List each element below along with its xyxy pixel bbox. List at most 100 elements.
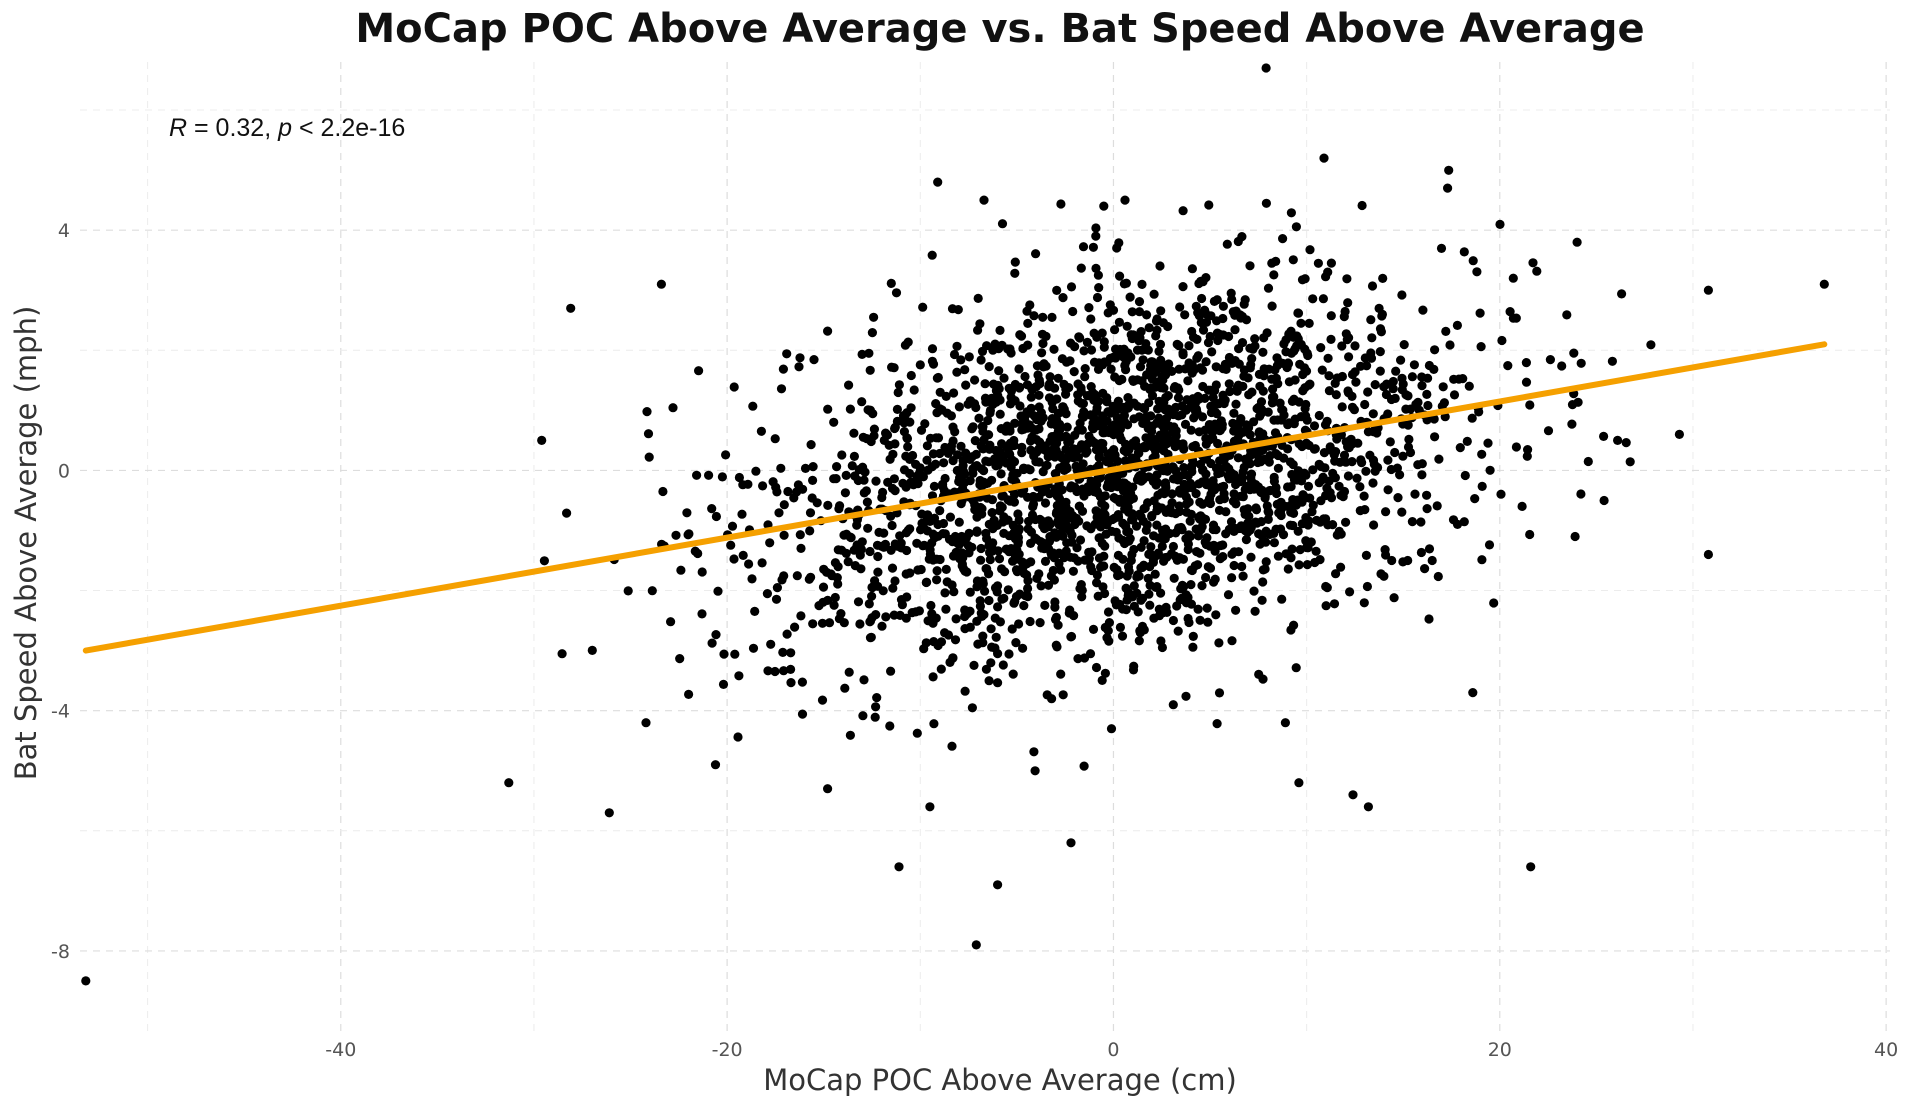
- scatter-point: [1073, 556, 1083, 566]
- scatter-point: [933, 177, 943, 187]
- scatter-point: [1102, 396, 1112, 406]
- scatter-point: [908, 450, 918, 461]
- scatter-point: [869, 424, 880, 434]
- scatter-point: [1249, 586, 1259, 596]
- scatter-point: [1205, 331, 1215, 342]
- scatter-point: [1171, 441, 1181, 451]
- scatter-point: [940, 588, 950, 598]
- scatter-point: [1377, 311, 1387, 321]
- scatter-point: [1084, 485, 1094, 495]
- r-symbol: R: [169, 114, 187, 142]
- scatter-point: [1323, 520, 1333, 530]
- scatter-point: [948, 653, 958, 663]
- scatter-point: [1464, 381, 1474, 391]
- scatter-point: [993, 880, 1003, 890]
- scatter-point: [1136, 542, 1146, 552]
- scatter-point: [1006, 462, 1016, 472]
- scatter-point: [786, 678, 796, 688]
- scatter-point: [857, 397, 867, 407]
- scatter-point: [1094, 283, 1104, 293]
- trend-line-group: [82, 341, 1828, 654]
- scatter-point: [993, 649, 1003, 659]
- scatter-point: [771, 594, 782, 604]
- scatter-point: [1158, 360, 1168, 370]
- scatter-point: [1005, 426, 1015, 436]
- scatter-point: [1382, 379, 1392, 389]
- scatter-point: [1056, 565, 1066, 575]
- scatter-point: [1360, 399, 1370, 410]
- scatter-point: [1328, 468, 1338, 478]
- scatter-point: [1071, 461, 1081, 471]
- scatter-point: [1007, 474, 1017, 484]
- scatter-point: [1113, 550, 1123, 561]
- scatter-point: [817, 618, 828, 628]
- scatter-point: [1238, 571, 1248, 581]
- scatter-point: [1080, 364, 1090, 374]
- scatter-point: [1201, 572, 1211, 583]
- scatter-point: [1075, 535, 1086, 545]
- scatter-point: [1309, 421, 1320, 431]
- scatter-point: [1343, 442, 1353, 452]
- scatter-point: [1217, 423, 1227, 433]
- scatter-point: [772, 487, 782, 497]
- scatter-point: [1370, 466, 1380, 476]
- scatter-point: [935, 387, 945, 397]
- scatter-point: [1120, 520, 1130, 530]
- scatter-point: [1347, 369, 1358, 380]
- scatter-point: [950, 635, 961, 645]
- scatter-point: [1068, 306, 1078, 317]
- scatter-point: [1245, 261, 1255, 271]
- scatter-point: [1062, 514, 1072, 524]
- scatter-point: [1477, 449, 1487, 459]
- scatter-point: [823, 326, 833, 336]
- scatter-point: [1105, 300, 1115, 310]
- scatter-point: [1087, 547, 1097, 557]
- scatter-point: [794, 362, 804, 372]
- scatter-point: [1030, 514, 1040, 525]
- scatter-point: [1058, 402, 1068, 412]
- scatter-point: [1022, 380, 1032, 390]
- scatter-point: [950, 427, 960, 437]
- scatter-point: [1248, 344, 1258, 354]
- scatter-point: [989, 379, 999, 389]
- scatter-point: [1160, 478, 1171, 488]
- scatter-point: [930, 554, 940, 564]
- scatter-point: [1226, 517, 1237, 527]
- scatter-point: [1224, 352, 1234, 363]
- scatter-point: [952, 341, 962, 351]
- scatter-point: [668, 403, 678, 413]
- scatter-point: [971, 402, 981, 413]
- scatter-point: [1168, 474, 1179, 484]
- scatter-point: [1114, 469, 1124, 479]
- scatter-point: [1040, 498, 1051, 508]
- scatter-point: [1181, 499, 1192, 509]
- scatter-point: [1044, 382, 1054, 392]
- scatter-point: [1368, 409, 1378, 419]
- scatter-point: [1351, 377, 1361, 387]
- scatter-point: [1432, 501, 1442, 511]
- scatter-point: [1076, 263, 1086, 273]
- scatter-point: [1434, 454, 1444, 464]
- scatter-point: [1288, 255, 1298, 265]
- scatter-point: [929, 513, 940, 523]
- scatter-point: [1222, 239, 1232, 249]
- scatter-point: [1273, 415, 1283, 425]
- scatter-point: [1521, 377, 1532, 387]
- r-value: = 0.32,: [187, 114, 278, 142]
- scatter-point: [870, 712, 880, 722]
- scatter-point: [1080, 372, 1090, 382]
- scatter-point: [1140, 503, 1150, 513]
- scatter-point: [1378, 273, 1388, 283]
- scatter-point: [684, 689, 694, 700]
- scatter-point: [941, 604, 951, 614]
- scatter-point: [1004, 547, 1014, 557]
- scatter-point: [1443, 183, 1453, 193]
- scatter-point: [1084, 391, 1094, 401]
- scatter-point: [1083, 439, 1093, 449]
- scatter-point: [1232, 386, 1242, 396]
- scatter-point: [1485, 465, 1495, 475]
- scatter-point: [1059, 379, 1069, 389]
- scatter-point: [1323, 353, 1333, 363]
- scatter-point: [1348, 790, 1358, 800]
